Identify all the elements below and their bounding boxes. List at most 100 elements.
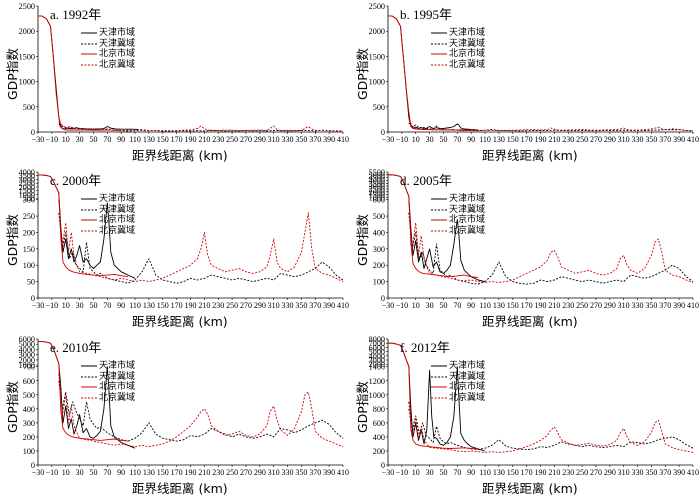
x-tick-label: 410 <box>337 468 349 477</box>
x-tick-label: 310 <box>618 301 630 310</box>
x-tick-label: 370 <box>309 301 321 310</box>
x-tick-label: 230 <box>562 468 574 477</box>
y-tick-label: 200 <box>23 228 35 237</box>
series-line <box>408 199 694 283</box>
chart-title: b. 1995年 <box>400 7 453 22</box>
y-tick-label: 100 <box>373 278 385 287</box>
x-tick-label: 130 <box>143 301 155 310</box>
y-tick-label: 0 <box>381 294 385 303</box>
chart-legend: 天津市域 天津冀域 北京市域 北京冀域 <box>81 28 135 70</box>
legend-swatch <box>431 53 447 55</box>
chart-panel: 0 50 100 150 200 250 300 500 1000 1500 2000 2500 300… <box>0 166 350 332</box>
x-tick-label: 150 <box>157 301 169 310</box>
x-tick-label: 50 <box>439 135 447 144</box>
chart-legend: 天津市域 天津冀域 北京市域 北京冀域 <box>431 361 485 403</box>
series-line <box>408 212 694 285</box>
y-tick-label: 4500 <box>369 174 385 183</box>
legend-swatch <box>81 376 97 378</box>
x-tick-label: 10 <box>62 468 70 477</box>
legend-swatch <box>431 386 447 388</box>
y-tick-label: 100 <box>23 261 35 270</box>
y-axis-label: GDP指数 <box>355 381 370 433</box>
x-tick-label: 50 <box>89 301 97 310</box>
x-tick-label: 30 <box>76 468 84 477</box>
x-tick-label: 230 <box>562 301 574 310</box>
legend-label: 天津市域 <box>449 28 486 38</box>
x-tick-label: 270 <box>590 468 602 477</box>
x-tick-label: 230 <box>212 135 224 144</box>
x-tick-label: 250 <box>576 135 588 144</box>
y-tick-label: 1500 <box>19 187 35 196</box>
legend-swatch <box>81 32 97 34</box>
x-tick-label: 350 <box>295 135 307 144</box>
chart-legend: 天津市域 天津冀域 北京市域 北京冀域 <box>431 194 485 236</box>
x-tick-label: 410 <box>687 468 699 477</box>
legend-item: 北京冀域 <box>81 226 135 237</box>
y-tick-label: 100 <box>23 447 35 456</box>
legend-swatch <box>81 43 97 45</box>
x-tick-label: 70 <box>453 135 461 144</box>
y-tick-label: 200 <box>373 447 385 456</box>
x-tick-label: 110 <box>129 301 141 310</box>
legend-swatch <box>81 365 97 367</box>
x-tick-label: 270 <box>240 135 252 144</box>
series-line <box>58 121 344 132</box>
x-tick-label: 370 <box>659 468 671 477</box>
x-tick-label: 110 <box>129 135 141 144</box>
legend-label: 北京市域 <box>449 49 486 59</box>
x-tick-label: 190 <box>535 135 547 144</box>
y-tick-label: 300 <box>23 196 35 205</box>
x-tick-label: 290 <box>254 468 266 477</box>
legend-swatch <box>431 209 447 211</box>
legend-item: 北京市域 <box>81 382 135 393</box>
x-tick-label: 150 <box>507 468 519 477</box>
x-tick-label: 350 <box>295 468 307 477</box>
chart-svg: 0100200300400500600100015002000250030003… <box>369 168 699 310</box>
legend-item: 天津冀域 <box>431 39 485 50</box>
legend-swatch <box>81 209 97 211</box>
x-tick-label: 130 <box>143 468 155 477</box>
legend-label: 北京冀域 <box>99 59 136 70</box>
x-tick-label: 330 <box>282 135 294 144</box>
y-tick-label: 600 <box>23 377 35 386</box>
x-tick-label: 270 <box>590 135 602 144</box>
x-tick-label: −30 <box>32 301 45 310</box>
x-tick-label: −30 <box>32 468 45 477</box>
y-axis-label: GDP指数 <box>5 214 20 266</box>
legend-label: 北京市域 <box>449 215 486 225</box>
x-tick-label: 50 <box>89 468 97 477</box>
legend-swatch <box>81 230 97 232</box>
x-tick-label: 10 <box>412 468 420 477</box>
y-tick-label: 2500 <box>19 2 35 11</box>
legend-label: 北京市域 <box>99 382 136 392</box>
legend-label: 北京冀域 <box>449 59 486 70</box>
x-axis-label: 距界线距离 (km) <box>132 314 228 329</box>
legend-label: 天津冀域 <box>99 371 136 382</box>
legend-label: 天津冀域 <box>99 38 136 49</box>
y-tick-label: 1000 <box>19 190 35 199</box>
x-axis-label: 距界线距离 (km) <box>132 481 228 496</box>
x-tick-label: 290 <box>254 301 266 310</box>
x-tick-label: 150 <box>507 301 519 310</box>
x-tick-label: 290 <box>604 301 616 310</box>
x-tick-label: 130 <box>143 135 155 144</box>
y-tick-label: 1000 <box>369 78 385 87</box>
x-tick-label: 270 <box>590 301 602 310</box>
x-tick-label: 330 <box>632 135 644 144</box>
x-tick-label: 250 <box>226 468 238 477</box>
y-tick-label: 3000 <box>369 356 385 365</box>
legend-swatch <box>81 64 97 66</box>
x-tick-label: 310 <box>268 468 280 477</box>
x-tick-label: 390 <box>323 135 335 144</box>
x-axis-label: 距界线距离 (km) <box>132 148 228 163</box>
x-tick-label: −10 <box>46 301 59 310</box>
legend-item: 北京市域 <box>431 382 485 393</box>
chart-title: e. 2010年 <box>50 340 102 355</box>
series-line <box>388 342 479 450</box>
x-tick-label: 410 <box>337 135 349 144</box>
x-tick-label: 390 <box>673 468 685 477</box>
legend-label: 天津冀域 <box>449 38 486 49</box>
legend-label: 北京市域 <box>99 49 136 59</box>
y-tick-label: 1400 <box>369 363 385 372</box>
